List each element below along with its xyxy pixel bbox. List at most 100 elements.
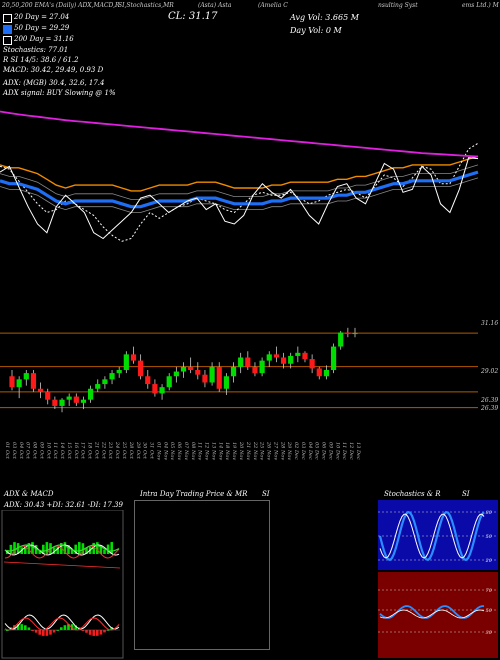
macd-bar <box>74 625 77 630</box>
adx-bar <box>9 544 13 554</box>
date-tick-label: 18 Nov <box>224 442 230 460</box>
day-volume: Day Vol: 0 M <box>290 26 342 35</box>
close-line <box>0 157 479 240</box>
adx-panel <box>1 510 124 659</box>
date-tick-label: 04 Nov <box>162 442 168 460</box>
price-level-mid: 29.02 <box>481 368 499 375</box>
date-tick-label: 20 Nov <box>238 441 244 460</box>
date-tick-label: 07 Nov <box>183 442 189 460</box>
price-level-high: 31.16 <box>481 320 499 327</box>
stochastics-rsi-panel: 80 50 20 70 50 30 <box>378 500 498 658</box>
di-minus-line <box>4 545 120 559</box>
date-tick-label: 12 Dec <box>348 442 354 460</box>
adx-bar <box>56 547 59 554</box>
date-axis: 01 Oct 03 Oct 04 Oct 07 Oct 08 Oct 09 Oct 10 O… <box>4 441 361 460</box>
date-tick-label: 26 Nov <box>266 441 272 460</box>
ema50-label: 50 Day = 29.29 <box>14 24 70 32</box>
candle-body <box>109 373 115 380</box>
date-tick-label: 01 Nov <box>155 442 161 460</box>
macd-bar <box>85 630 88 633</box>
macd-bar <box>60 627 63 630</box>
intraday-panel-title-2: SI <box>262 490 270 498</box>
date-tick-label: 21 Nov <box>245 441 251 460</box>
rsi-tick-label: 70 <box>486 588 493 594</box>
candle-body <box>209 366 215 383</box>
date-tick-label: 17 Oct <box>80 442 86 460</box>
date-tick-label: 15 Oct <box>66 442 72 460</box>
adx-line <box>4 544 120 552</box>
adx-bar <box>106 544 110 554</box>
adx-bar <box>63 542 67 554</box>
date-tick-label: 04 Dec <box>307 442 313 460</box>
rsi-bg <box>378 572 498 658</box>
macd-bar <box>67 624 70 630</box>
date-tick-label: 09 Dec <box>327 442 333 460</box>
candle-body <box>45 391 51 400</box>
macd-bar <box>6 630 9 631</box>
adx-bar <box>27 543 31 554</box>
date-tick-label: 10 Oct <box>45 442 51 460</box>
date-tick-label: 30 Oct <box>142 442 148 460</box>
candle-body <box>9 376 15 388</box>
header-company-3: ems Ltd.) M <box>462 2 499 9</box>
stoch-panel-title: Stochastics & R <box>384 490 441 498</box>
candle-body <box>259 360 265 374</box>
stoch-tick-label: 50 <box>486 534 493 540</box>
macd-bar <box>49 630 52 635</box>
date-tick-label: 29 Oct <box>135 441 141 460</box>
candle-body <box>338 332 344 347</box>
macd-bar <box>106 629 110 631</box>
date-tick-label: 19 Nov <box>231 442 237 460</box>
candle-body <box>273 354 279 358</box>
candle-body <box>88 388 94 400</box>
ema20-swatch <box>3 14 12 23</box>
date-tick-label: 13 Dec <box>355 442 361 460</box>
ema20-line <box>0 142 479 242</box>
candle-body <box>302 352 308 360</box>
candle-body <box>245 357 251 367</box>
date-tick-label: 10 Dec <box>334 442 340 460</box>
candle-body <box>66 396 72 400</box>
macd-bar <box>52 630 56 633</box>
rsi-value: R SI 14/5: 38.6 / 61.2 <box>3 56 79 64</box>
candle-body <box>130 354 137 361</box>
date-tick-label: 12 Nov <box>204 442 210 460</box>
candle-body <box>23 373 29 380</box>
candle-body <box>80 399 87 403</box>
date-tick-label: 02 Dec <box>293 442 299 460</box>
candle-body <box>145 376 151 385</box>
stoch-tick-label: 20 <box>485 558 493 564</box>
adx-panel-subtitle: ADX: 30.43 +DI: 32.61 -DI: 17.39 <box>4 501 123 509</box>
date-tick-label: 16 Oct <box>73 442 79 460</box>
date-tick-label: 11 Oct <box>52 442 58 460</box>
macd-bar <box>13 625 16 630</box>
macd-bar <box>63 625 67 630</box>
date-tick-label: 08 Nov <box>190 442 196 460</box>
header-symbol: (Asta) Asta <box>198 2 232 9</box>
date-tick-label: 29 Nov <box>286 441 292 460</box>
date-tick-label: 11 Nov <box>197 442 203 460</box>
stochastics-value: Stochastics: 77.01 <box>3 46 69 54</box>
adx-bar <box>74 544 77 554</box>
adx-panel-frame <box>1 510 124 659</box>
adx-bar <box>45 542 49 554</box>
macd-bar <box>110 627 113 630</box>
price-level-low: 26.39 <box>481 397 499 404</box>
candle-body <box>323 370 330 377</box>
date-tick-label: 14 Oct <box>59 442 65 460</box>
intraday-panel <box>134 500 270 650</box>
candle-body <box>202 374 208 383</box>
date-tick-label: 11 Dec <box>341 442 347 460</box>
candle-body <box>59 399 65 406</box>
candle-body <box>16 379 22 388</box>
adx-bar <box>16 543 20 554</box>
macd-bar <box>99 630 103 635</box>
adx-trend <box>3 561 121 569</box>
candle-body <box>166 376 172 388</box>
candle-body <box>30 373 37 389</box>
adx-bar <box>99 545 103 554</box>
candle-body <box>352 332 358 335</box>
adx-bar <box>31 542 34 554</box>
candle-body <box>216 366 222 389</box>
adx-signal: ADX signal: BUY Slowing @ 1% <box>3 89 116 97</box>
